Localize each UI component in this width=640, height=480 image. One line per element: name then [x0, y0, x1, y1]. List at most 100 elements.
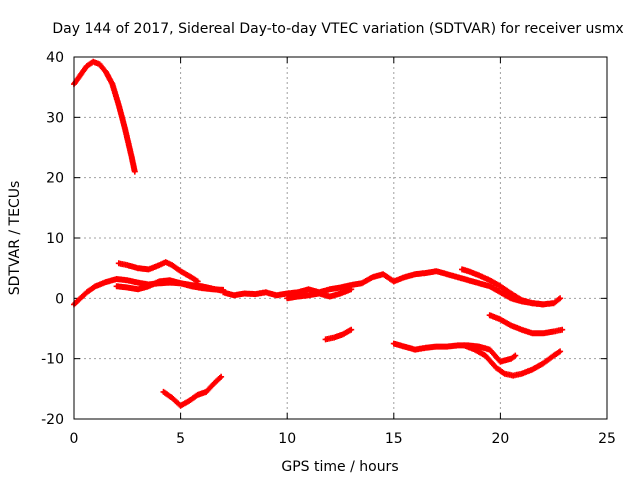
data-point	[332, 336, 336, 339]
data-point	[530, 368, 534, 371]
data-point	[104, 70, 108, 74]
data-point	[381, 272, 385, 276]
x-tick-label: 25	[598, 431, 616, 447]
data-point	[232, 293, 236, 297]
chart-title: Day 144 of 2017, Sidereal Day-to-day VTE…	[52, 21, 623, 37]
data-point	[168, 278, 172, 282]
data-point	[157, 263, 161, 267]
data-point	[456, 343, 460, 347]
series-arc-2	[71, 276, 225, 308]
data-point	[211, 287, 214, 291]
data-point	[147, 267, 151, 271]
data-point	[349, 328, 353, 332]
data-point	[424, 271, 428, 275]
data-point	[78, 296, 82, 300]
data-point	[196, 280, 200, 283]
series-arc-9	[322, 326, 355, 343]
data-point	[328, 287, 332, 291]
data-point	[349, 287, 353, 291]
data-point	[413, 348, 417, 352]
data-point	[558, 296, 562, 300]
data-point	[499, 284, 502, 288]
series-arc-8	[459, 266, 546, 308]
data-point	[488, 278, 492, 282]
data-point	[488, 284, 492, 288]
data-point	[91, 60, 95, 64]
data-point	[170, 263, 174, 267]
x-tick-label: 15	[385, 431, 403, 447]
data-point	[460, 267, 464, 271]
y-tick-label: 0	[55, 291, 64, 307]
data-point	[157, 280, 161, 283]
data-point	[520, 298, 524, 302]
data-point	[125, 278, 129, 282]
data-point	[78, 73, 82, 77]
data-point	[275, 293, 278, 297]
data-point	[477, 274, 481, 277]
data-point	[552, 354, 556, 358]
data-point	[179, 404, 183, 408]
y-tick-label: -20	[41, 412, 64, 428]
data-point	[467, 269, 470, 273]
data-point	[130, 155, 133, 158]
data-point	[85, 64, 89, 68]
data-point	[520, 372, 524, 376]
series-arc-11	[486, 312, 566, 337]
data-point	[219, 375, 223, 379]
x-tick-label: 5	[176, 431, 185, 447]
data-point	[511, 374, 515, 377]
data-point	[473, 348, 477, 352]
series-markers	[322, 326, 355, 343]
data-point	[541, 331, 545, 335]
data-point	[360, 281, 364, 285]
data-point	[221, 290, 225, 294]
data-point	[285, 296, 289, 300]
data-point	[349, 283, 353, 287]
series-arc-6	[284, 286, 355, 302]
x-tick-label: 20	[491, 431, 509, 447]
data-point	[110, 82, 114, 86]
x-axis-label: GPS time / hours	[281, 459, 398, 475]
data-point	[196, 393, 200, 397]
y-tick-label: -10	[41, 352, 64, 368]
data-point	[392, 342, 396, 345]
x-tick-label: 0	[70, 431, 79, 447]
data-point	[164, 260, 168, 264]
series-arc-3	[115, 259, 201, 285]
data-point	[477, 345, 481, 348]
data-point	[243, 292, 246, 295]
data-point	[115, 277, 119, 281]
data-point	[445, 345, 449, 348]
data-point	[484, 354, 487, 358]
data-point	[435, 269, 438, 273]
y-tick-label: 30	[46, 110, 64, 126]
data-point	[552, 330, 556, 333]
data-point	[189, 275, 193, 279]
data-point	[179, 281, 183, 285]
series-arc-12	[461, 342, 564, 379]
data-point	[93, 284, 97, 288]
data-point	[117, 103, 121, 107]
data-point	[530, 301, 534, 305]
data-point	[264, 290, 268, 294]
series-markers	[459, 266, 546, 308]
data-point	[123, 127, 127, 131]
y-tick-label: 40	[46, 50, 64, 66]
data-point	[513, 354, 517, 358]
data-point	[200, 286, 204, 290]
data-point	[494, 366, 498, 370]
series-arc-13	[160, 373, 225, 409]
data-point	[560, 328, 564, 332]
data-point	[339, 286, 342, 289]
data-point	[307, 293, 310, 297]
data-point	[296, 290, 300, 294]
data-point	[115, 284, 119, 288]
data-point	[509, 357, 513, 361]
data-point	[435, 345, 438, 348]
data-point	[213, 381, 217, 385]
data-point	[509, 292, 513, 295]
data-point	[424, 346, 428, 350]
y-tick-label: 10	[46, 231, 64, 247]
data-point	[341, 333, 345, 336]
